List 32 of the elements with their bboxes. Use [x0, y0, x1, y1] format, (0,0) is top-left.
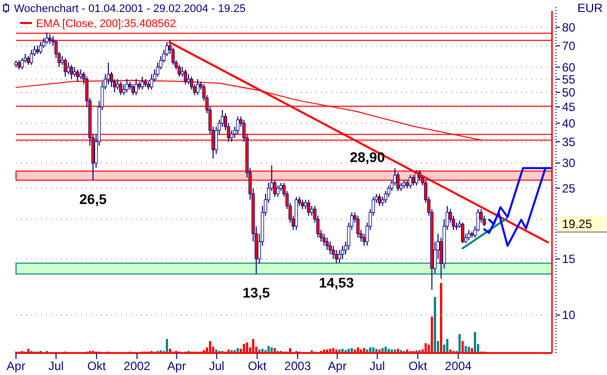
x-tick-label: Apr — [6, 359, 26, 373]
annotation: 28,90 — [350, 149, 386, 166]
x-tick-label: Okt — [408, 359, 428, 373]
y-axis-title: EUR — [577, 1, 603, 15]
y-tick-label: 45 — [562, 100, 576, 114]
y-tick-label: 25 — [562, 181, 576, 196]
y-tick-label: 40 — [562, 116, 576, 130]
y-tick-label: 55 — [562, 72, 576, 86]
y-tick-label: 10 — [562, 308, 576, 322]
x-tick-label: Okt — [248, 359, 268, 373]
x-tick-label: 2004 — [444, 359, 472, 373]
x-tick-label: Apr — [167, 359, 186, 373]
text: 19.25 — [562, 217, 592, 232]
x-tick-label: 2002 — [124, 359, 151, 373]
legend-label: EMA [Close, 200]:35.408562 — [36, 18, 176, 30]
y-tick-label: 30 — [562, 156, 576, 170]
x-tick-label: Jul — [209, 359, 224, 373]
annotation: 26,5 — [79, 191, 107, 208]
x-tick-label: 2003 — [284, 359, 312, 373]
annotation: 14,53 — [318, 274, 354, 290]
y-tick-label: 70 — [562, 38, 576, 53]
x-tick-label: Okt — [87, 359, 107, 373]
chart-title: Wochenchart - 01.04.2001 - 29.02.2004 - 19.25 — [14, 3, 246, 15]
y-tick-label: 80 — [562, 20, 576, 34]
annotation: 13,5 — [242, 284, 270, 300]
x-tick-label: Jul — [48, 359, 64, 373]
y-tick-label: 35 — [562, 134, 576, 149]
y-tick-label: 60 — [562, 60, 576, 74]
x-tick-label: Jul — [370, 359, 385, 373]
x-tick-label: Apr — [328, 359, 347, 373]
y-tick-label: 15 — [562, 252, 576, 266]
y-tick-label: 50 — [562, 86, 576, 100]
